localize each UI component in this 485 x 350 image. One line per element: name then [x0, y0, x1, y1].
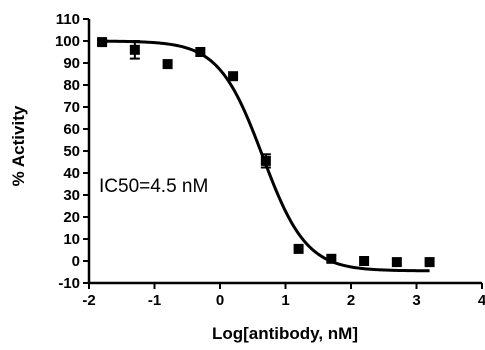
ic50-annotation: IC50=4.5 nM [99, 176, 208, 197]
y-tick-label: 60 [63, 121, 80, 138]
y-tick-label: 70 [63, 99, 80, 116]
y-tick-label: 10 [63, 231, 80, 248]
y-tick-label: 30 [63, 187, 80, 204]
y-tick-label: -10 [58, 275, 80, 292]
x-tick-label: 1 [281, 292, 289, 309]
y-tick-label: 80 [63, 77, 80, 94]
x-tick-label: -1 [148, 292, 161, 309]
data-point [359, 256, 369, 266]
x-tick-label: 0 [216, 292, 224, 309]
y-tick-label: 90 [63, 55, 80, 72]
data-point [130, 45, 140, 55]
x-tick-label: 2 [347, 292, 355, 309]
data-point [163, 59, 173, 69]
y-tick-label: 110 [56, 11, 80, 28]
data-point [195, 47, 205, 57]
x-tick-label: 3 [412, 292, 420, 309]
x-axis-title: Log[antibody, nM] [212, 324, 358, 343]
data-point [392, 257, 402, 267]
data-point [261, 156, 271, 166]
data-point [294, 244, 304, 254]
data-point [97, 37, 107, 47]
data-point [326, 254, 336, 264]
y-axis-title: % Activity [9, 105, 28, 186]
y-tick-label: 50 [63, 143, 80, 160]
y-tick-label: 0 [72, 253, 80, 270]
x-tick-label: 4 [478, 292, 485, 309]
data-points-layer [97, 37, 435, 267]
x-tick-label: -2 [82, 292, 95, 309]
y-tick-label: 100 [55, 33, 80, 50]
data-point [228, 71, 238, 81]
data-point [425, 257, 435, 267]
y-tick-label: 20 [63, 209, 80, 226]
y-tick-label: 40 [63, 165, 80, 182]
